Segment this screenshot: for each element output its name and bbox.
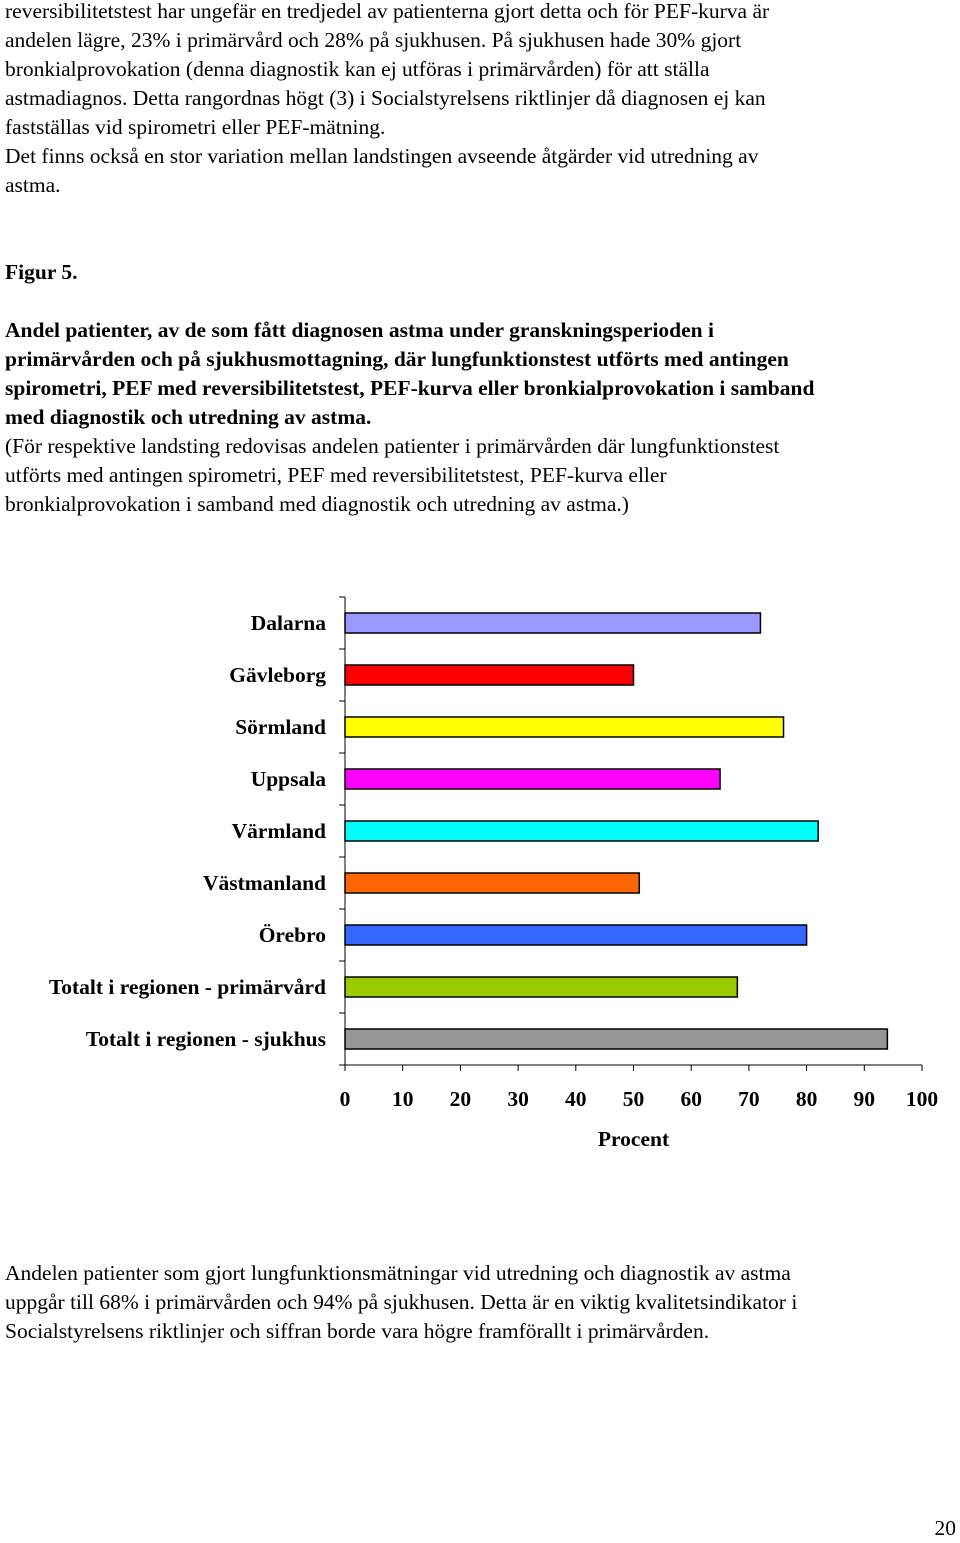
text-line: reversibilitetstest har ungefär en tredj… — [5, 0, 770, 23]
bar — [344, 1028, 889, 1050]
caption-note-line: (För respektive landsting redovisas ande… — [5, 434, 780, 458]
x-tick-label: 50 — [623, 1087, 645, 1111]
text-line: astma. — [5, 173, 61, 197]
text-line: andelen lägre, 23% i primärvård och 28% … — [5, 28, 742, 52]
x-tick-label: 90 — [854, 1087, 876, 1111]
x-tick-label: 60 — [680, 1087, 702, 1111]
bar — [344, 716, 785, 738]
text-line: uppgår till 68% i primärvården och 94% p… — [5, 1290, 798, 1314]
x-tick-label: 70 — [738, 1087, 760, 1111]
category-label: Örebro — [259, 923, 326, 947]
x-tick-label: 100 — [906, 1087, 938, 1111]
caption-line: spirometri, PEF med reversibilitetstest,… — [5, 376, 815, 400]
category-label: Gävleborg — [229, 663, 326, 687]
outro-paragraph: Andelen patienter som gjort lungfunktion… — [5, 1259, 960, 1346]
text-line: bronkialprovokation (denna diagnostik ka… — [5, 57, 710, 81]
x-axis-label: Procent — [598, 1127, 670, 1151]
bar — [344, 768, 721, 790]
bar-chart: 0 10 20 30 40 50 60 70 80 90 100 Procent Dalarna Gävl… — [49, 596, 938, 1151]
intro-paragraph: reversibilitetstest har ungefär en tredj… — [5, 0, 960, 200]
caption-note-line: utförts med antingen spirometri, PEF med… — [5, 463, 667, 487]
category-label: Västmanland — [203, 871, 326, 895]
x-tick-label: 30 — [507, 1087, 529, 1111]
category-label: Uppsala — [251, 767, 327, 791]
text-line: Andelen patienter som gjort lungfunktion… — [5, 1261, 791, 1285]
category-label: Värmland — [232, 819, 326, 843]
x-tick-label: 0 — [340, 1087, 351, 1111]
bar — [344, 820, 819, 842]
category-label: Totalt i regionen - sjukhus — [86, 1027, 326, 1051]
figure-label: Figur 5. — [5, 260, 78, 284]
bar — [344, 612, 762, 634]
bar — [344, 976, 739, 998]
bar — [344, 924, 808, 946]
bar — [344, 872, 641, 894]
text-line: Det finns också en stor variation mellan… — [5, 144, 759, 168]
text-line: fastställas vid spirometri eller PEF-mät… — [5, 115, 386, 139]
category-label: Totalt i regionen - primärvård — [49, 975, 326, 999]
caption-line: med diagnostik och utredning av astma. — [5, 405, 372, 429]
caption-line: primärvården och på sjukhusmottagning, d… — [5, 347, 789, 371]
category-label: Dalarna — [251, 611, 327, 635]
text-line: astmadiagnos. Detta rangordnas högt (3) … — [5, 86, 766, 110]
caption-note-line: bronkialprovokation i samband med diagno… — [5, 492, 629, 516]
x-tick-label: 20 — [450, 1087, 472, 1111]
page-number: 20 — [934, 1516, 957, 1540]
x-tick-label: 40 — [565, 1087, 587, 1111]
bar — [344, 664, 635, 686]
category-label: Sörmland — [235, 715, 326, 739]
figure-caption: Andel patienter, av de som fått diagnose… — [5, 316, 960, 519]
caption-line: Andel patienter, av de som fått diagnose… — [5, 318, 714, 342]
x-tick-label: 10 — [392, 1087, 414, 1111]
x-tick-label: 80 — [796, 1087, 818, 1111]
text-line: Socialstyrelsens riktlinjer och siffran … — [5, 1319, 710, 1343]
